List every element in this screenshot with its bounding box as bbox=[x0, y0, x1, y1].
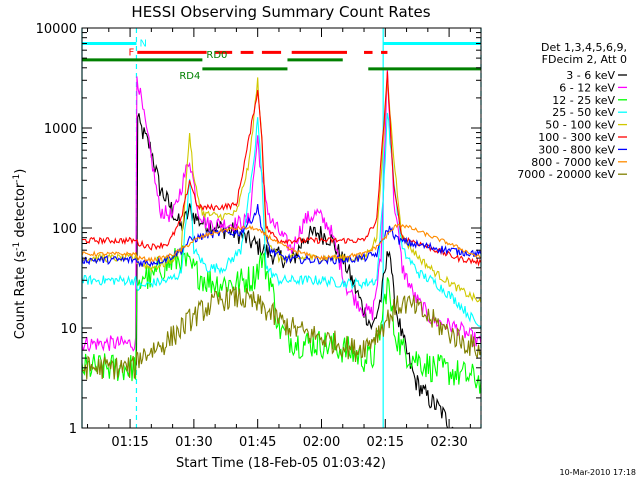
flag-label-3: RD4 bbox=[179, 71, 200, 82]
y-tick-label-4: 10000 bbox=[36, 22, 77, 37]
y-axis-label: Count Rate (s-1 detector-1) bbox=[12, 169, 28, 340]
series-line-0 bbox=[135, 113, 454, 428]
legend-header-1: FDecim 2, Att 0 bbox=[542, 53, 627, 66]
y-axis-label-close: ) bbox=[13, 169, 28, 174]
chart-title: HESSI Observing Summary Count Rates bbox=[131, 3, 430, 21]
legend: Det 1,3,4,5,6,9,FDecim 2, Att 0 3 - 6 keV… bbox=[517, 41, 627, 181]
plot-area: NF RD0 RD4 1 10 100 1000 10000 01:15 01:30 01:45 02… bbox=[36, 22, 482, 450]
series-line-1 bbox=[82, 69, 481, 353]
y-tick-label-1: 10 bbox=[60, 322, 77, 337]
series-line-6 bbox=[82, 204, 481, 268]
y-tick-label-0: 1 bbox=[69, 422, 77, 437]
legend-label-0: 3 - 6 keV bbox=[566, 69, 615, 82]
x-axis-label: Start Time (18-Feb-05 01:03:42) bbox=[176, 456, 386, 471]
series-line-4 bbox=[82, 77, 481, 303]
timestamp: 10-Mar-2010 17:18 bbox=[560, 468, 637, 477]
legend-label-8: 7000 - 20000 keV bbox=[517, 168, 615, 181]
legend-label-5: 100 - 300 keV bbox=[538, 131, 615, 144]
y-axis-label-exponent: -1 bbox=[12, 242, 22, 251]
flag-label-2: RD0 bbox=[206, 50, 227, 61]
legend-label-7: 800 - 7000 keV bbox=[531, 156, 615, 169]
legend-header-0: Det 1,3,4,5,6,9, bbox=[541, 41, 627, 54]
x-tick-label-2: 01:45 bbox=[239, 435, 276, 450]
legend-label-3: 25 - 50 keV bbox=[552, 106, 615, 119]
y-axis-label-main: Count Rate (s bbox=[13, 251, 28, 340]
flag-label-0: N bbox=[139, 38, 146, 49]
flag-label-1: F bbox=[129, 47, 135, 58]
series-line-2 bbox=[82, 245, 481, 394]
x-axis: 01:15 01:30 01:45 02:00 02:15 02:30 bbox=[87, 28, 471, 450]
x-tick-label-3: 02:00 bbox=[303, 435, 340, 450]
y-tick-label-2: 100 bbox=[52, 222, 77, 237]
legend-label-6: 300 - 800 keV bbox=[538, 143, 615, 156]
y-tick-label-3: 1000 bbox=[44, 122, 77, 137]
x-tick-label-4: 02:15 bbox=[367, 435, 404, 450]
series-line-7 bbox=[82, 223, 481, 264]
y-axis-label-unit-exponent: -1 bbox=[12, 174, 22, 183]
legend-label-1: 6 - 12 keV bbox=[559, 81, 615, 94]
x-tick-label-0: 01:15 bbox=[111, 435, 148, 450]
y-axis: 1 10 100 1000 10000 bbox=[36, 22, 481, 437]
x-tick-label-5: 02:30 bbox=[430, 435, 467, 450]
series-line-3 bbox=[82, 112, 481, 329]
series-line-5 bbox=[82, 71, 481, 267]
series-group bbox=[82, 69, 481, 428]
x-tick-label-1: 01:30 bbox=[175, 435, 212, 450]
legend-label-2: 12 - 25 keV bbox=[552, 94, 615, 107]
y-axis-label-unit: detector bbox=[13, 182, 28, 242]
legend-label-4: 50 - 100 keV bbox=[545, 119, 615, 132]
series-line-8 bbox=[82, 286, 481, 380]
